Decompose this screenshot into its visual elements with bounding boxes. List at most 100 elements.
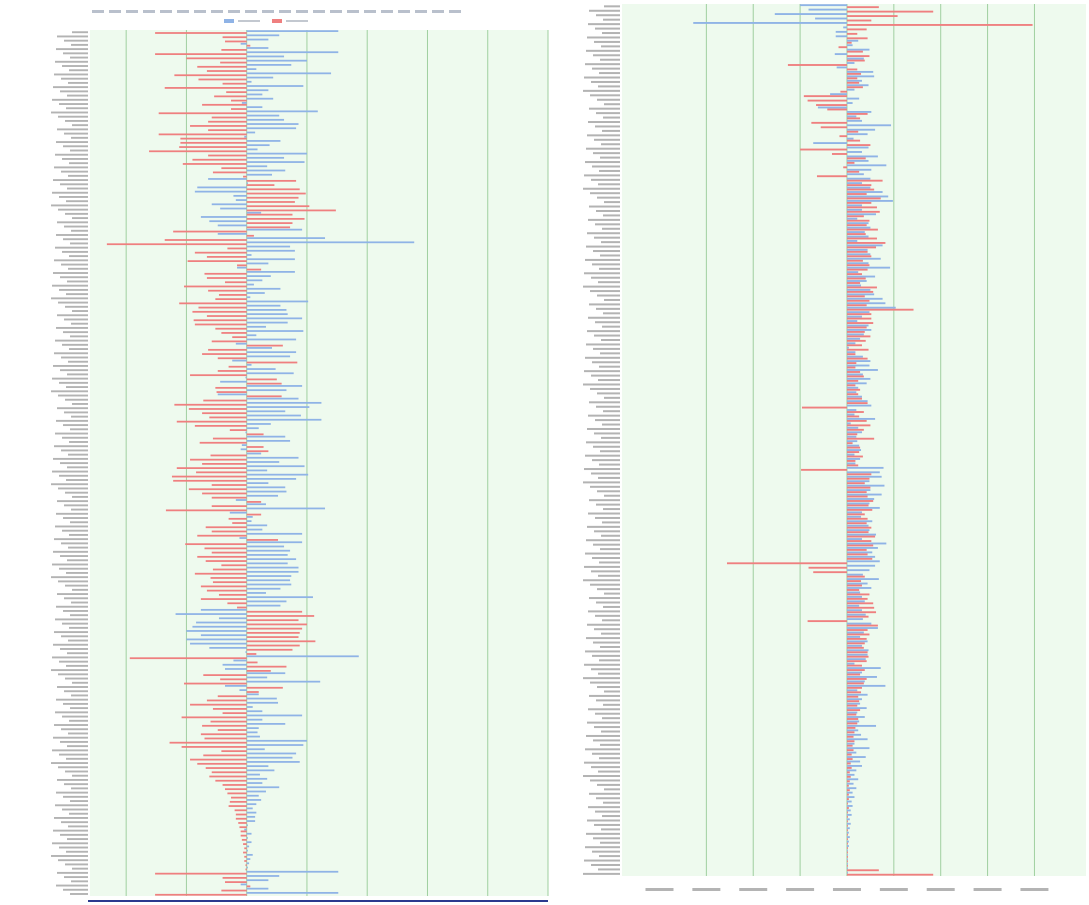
category-label-mark	[66, 850, 88, 853]
category-label-mark	[596, 405, 620, 408]
bar	[846, 224, 867, 227]
bar	[197, 555, 247, 558]
legend	[224, 19, 308, 23]
category-label-mark	[56, 791, 88, 794]
category-label-mark	[69, 812, 88, 815]
bar	[846, 869, 879, 872]
title-mark	[228, 10, 240, 13]
bar	[246, 669, 271, 672]
bar	[846, 451, 860, 453]
bar	[204, 547, 247, 550]
category-label-mark	[600, 645, 620, 648]
category-label-mark	[588, 414, 620, 417]
bar	[846, 102, 853, 104]
bar	[246, 693, 259, 696]
category-label-mark	[602, 32, 620, 35]
bar	[246, 718, 263, 721]
bar	[846, 248, 868, 251]
bar	[180, 137, 247, 140]
bar	[246, 562, 288, 565]
bar	[197, 762, 247, 765]
series-1	[106, 32, 336, 896]
bar	[846, 231, 865, 233]
bar	[846, 711, 858, 714]
bar	[224, 788, 247, 791]
bar	[846, 88, 855, 91]
legend-swatch	[272, 19, 282, 23]
bar	[846, 388, 861, 391]
category-label-mark	[598, 672, 620, 675]
category-label-mark	[59, 753, 88, 756]
bar	[224, 881, 247, 883]
bar	[246, 59, 307, 62]
category-label-mark	[58, 487, 88, 490]
category-label-mark	[592, 557, 620, 560]
bar	[246, 640, 316, 643]
bar	[846, 228, 878, 231]
bar	[846, 667, 881, 669]
category-label-mark	[70, 521, 88, 524]
bar	[846, 609, 862, 612]
bar	[846, 460, 856, 462]
x-tick-mark	[739, 888, 768, 891]
series-0	[175, 30, 415, 894]
bar	[846, 824, 848, 827]
bar	[846, 698, 862, 701]
category-label-mark	[71, 601, 88, 604]
category-label-mark	[583, 872, 620, 875]
category-label-mark	[69, 69, 88, 72]
category-label-mark	[52, 284, 88, 287]
bar	[194, 424, 247, 427]
category-label-mark	[71, 43, 88, 46]
bar	[206, 256, 247, 258]
bar	[846, 159, 869, 162]
bar	[846, 653, 868, 656]
bar	[246, 355, 291, 358]
bar	[846, 295, 865, 298]
category-label-mark	[69, 162, 88, 165]
bar	[246, 279, 263, 282]
bar	[846, 849, 848, 852]
category-label-mark	[604, 494, 620, 497]
bar	[246, 777, 268, 780]
bar	[846, 428, 864, 431]
category-label-mark	[600, 254, 620, 257]
bar	[846, 813, 852, 816]
bar	[838, 46, 847, 49]
bar	[846, 771, 850, 774]
category-label-mark	[601, 632, 620, 635]
bar	[846, 515, 862, 518]
bar	[846, 613, 866, 616]
bar	[811, 121, 847, 124]
category-label-mark	[603, 508, 620, 511]
bar	[846, 742, 855, 745]
bar	[246, 439, 291, 442]
bar	[846, 633, 870, 636]
category-label-mark	[59, 103, 88, 105]
bar	[246, 532, 303, 535]
category-label-mark	[585, 258, 620, 261]
category-label-mark	[54, 724, 88, 726]
bar	[208, 120, 247, 123]
bar	[846, 700, 860, 703]
category-label-mark	[601, 143, 620, 146]
bar	[197, 186, 247, 189]
bar	[846, 431, 862, 434]
bar	[246, 397, 299, 400]
category-label-mark	[604, 396, 620, 399]
category-label-mark	[586, 637, 620, 640]
bar	[228, 517, 247, 520]
bar	[240, 883, 247, 886]
bar	[215, 779, 247, 782]
category-label-mark	[54, 259, 88, 262]
category-label-mark	[60, 369, 88, 372]
x-tick-mark	[1020, 888, 1049, 891]
bar	[846, 97, 860, 100]
bar	[246, 570, 299, 573]
category-label-mark	[588, 218, 620, 221]
bar	[846, 557, 873, 560]
title-mark	[432, 10, 444, 13]
category-label-mark	[68, 453, 88, 456]
category-label-mark	[57, 35, 88, 38]
bar	[846, 769, 857, 772]
